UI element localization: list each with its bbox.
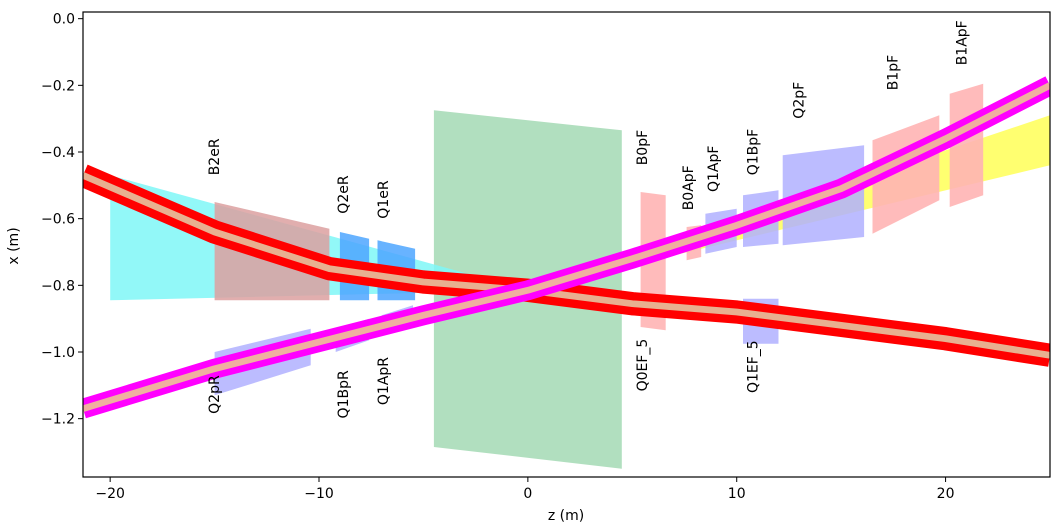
magnet-label: Q2pR: [207, 375, 223, 414]
magnet-label: B2eR: [207, 138, 223, 175]
proton-beam-core-line: [83, 82, 1050, 412]
magnet-label: B0pF: [635, 130, 651, 165]
magnet-labels: B2eR Q2eR Q1eR B0pF B0ApF Q1ApF Q1BpF Q2pF B1pF B…: [207, 20, 971, 418]
x-axis-label: z (m): [548, 508, 584, 524]
magnet-label: Q1EF_5: [746, 340, 762, 393]
plot-frame: [82, 11, 1051, 478]
beams-layer: [83, 76, 1050, 419]
x-tick-label: 10: [728, 486, 746, 502]
x-tick-label: 20: [937, 486, 955, 502]
y-tick-label: −0.8: [41, 278, 75, 294]
y-tick-label: −1.2: [41, 412, 75, 428]
y-tick-label: −0.6: [41, 212, 75, 228]
magnet-label: Q2pF: [792, 82, 808, 119]
region-b1apf: [949, 83, 984, 207]
magnet-label: B1pF: [886, 55, 902, 90]
magnet-label: Q1BpR: [336, 370, 352, 418]
y-tick-label: −1.0: [41, 345, 75, 361]
x-tick-label: −10: [304, 486, 334, 502]
magnet-label: B0ApF: [681, 165, 697, 210]
magnet-label: Q1ApR: [376, 357, 392, 405]
magnet-label: B1ApF: [955, 20, 971, 65]
magnet-label: Q1BpF: [746, 129, 762, 175]
y-tick-label: 0.0: [53, 12, 75, 28]
plot-area: [83, 76, 1050, 469]
y-tick-label: −0.2: [41, 78, 75, 94]
magnet-label: Q1eR: [376, 180, 392, 219]
x-tick-label: 0: [523, 486, 532, 502]
y-axis-label: x (m): [6, 227, 22, 264]
magnet-label: Q1ApF: [706, 146, 722, 192]
electron-beam-core-line: [83, 172, 1050, 359]
y-tick-label: −0.4: [41, 145, 75, 161]
y-axis: 0.0 −0.2 −0.4 −0.6 −0.8 −1.0 −1.2: [41, 12, 83, 428]
magnet-label: Q2eR: [336, 175, 352, 214]
x-tick-label: −20: [95, 486, 125, 502]
x-axis: −20 −10 0 10 20: [95, 477, 954, 502]
magnet-label: Q0EF_5: [635, 339, 651, 392]
